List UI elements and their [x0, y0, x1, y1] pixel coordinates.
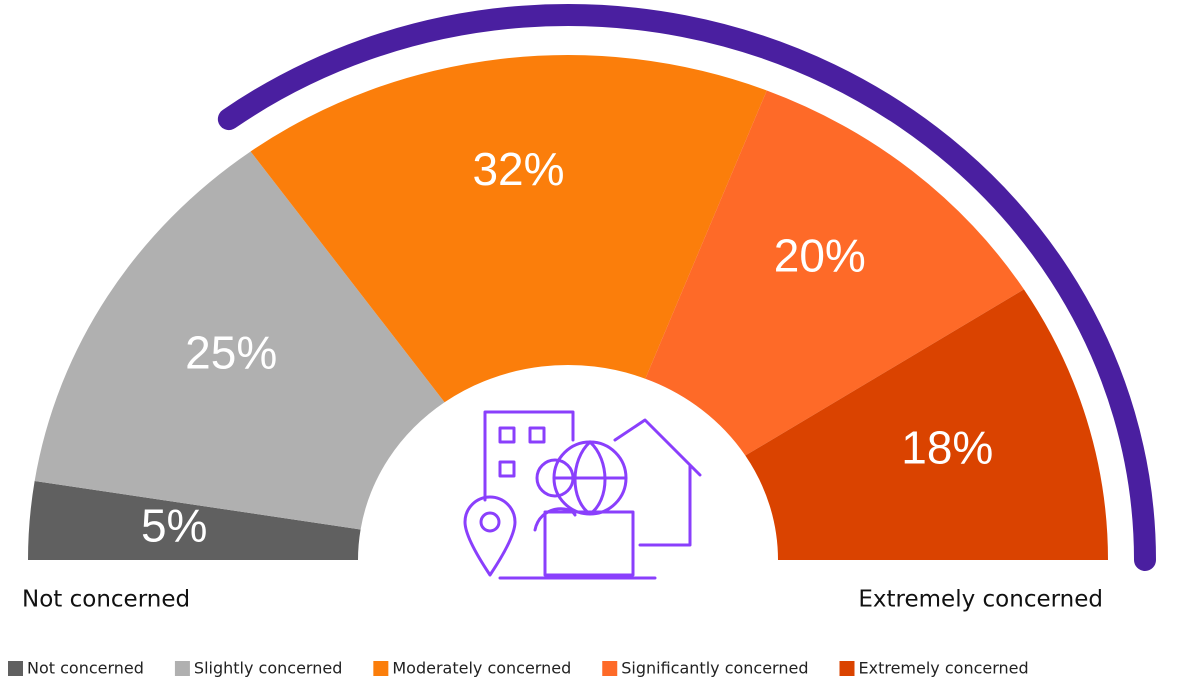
value-label: 5%: [141, 500, 207, 552]
legend-swatch: [174, 661, 190, 676]
legend-swatch: [373, 661, 389, 676]
segment: [28, 481, 361, 560]
icon: [463, 410, 702, 580]
annotation: Not concerned: [22, 587, 190, 613]
legend-swatch: [8, 661, 23, 676]
value-label: 20%: [774, 230, 866, 282]
legend-label: Moderately concerned: [392, 659, 571, 678]
segment: [645, 90, 1024, 456]
legend-label: Slightly concerned: [194, 659, 342, 678]
legend-swatch: [839, 661, 855, 676]
legend-swatch: [602, 661, 618, 676]
segment: [250, 55, 767, 403]
gauge-arc: [217, 4, 1156, 571]
legend-label: Not concerned: [27, 659, 144, 678]
value-label: 25%: [185, 326, 277, 378]
legend-label: Extremely concerned: [859, 659, 1029, 678]
segment: [34, 151, 445, 530]
value-label: 18%: [901, 421, 993, 473]
annotation: Extremely concerned: [858, 587, 1103, 613]
legend-label: Significantly concerned: [621, 659, 808, 678]
value-label: 32%: [472, 143, 564, 195]
segment: [745, 289, 1108, 560]
